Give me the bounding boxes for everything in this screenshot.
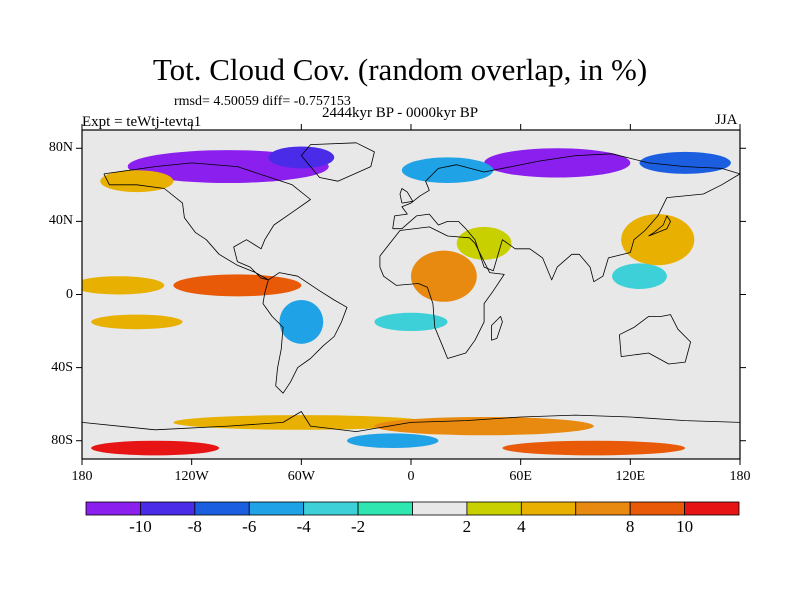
- field-patch: [502, 440, 686, 456]
- map-title: Tot. Cloud Cov. (random overlap, in %): [152, 52, 648, 87]
- colorbar-swatch: [629, 501, 685, 516]
- time-period-label: 2444kyr BP - 0000kyr BP: [322, 105, 479, 121]
- field-patch: [82, 276, 165, 295]
- coastline-africa: [379, 226, 505, 359]
- colorbar-swatch: [412, 501, 468, 516]
- coastlines: [82, 142, 740, 433]
- field-patches: [82, 146, 731, 456]
- colorbar-swatch: [140, 501, 196, 516]
- lon-tick-label: 0: [407, 469, 415, 484]
- field-patch: [91, 440, 220, 456]
- coastline-antarctica: [82, 411, 740, 433]
- lat-tick-label: 80S: [51, 432, 73, 448]
- map-background: [82, 130, 740, 459]
- colorbar-swatch: [248, 501, 305, 516]
- lon-tick-label: 60W: [287, 469, 315, 484]
- colorbar-label: -8: [187, 517, 202, 536]
- coastline-australia: [619, 314, 691, 365]
- map-plot-area: [82, 130, 740, 459]
- colorbar-swatch: [575, 501, 631, 516]
- colorbar-label: -2: [350, 517, 366, 536]
- axis-ticks: [76, 124, 746, 465]
- lon-tick-label: 180: [729, 469, 751, 484]
- field-patch: [612, 263, 667, 290]
- colorbar: [85, 501, 740, 516]
- field-patch: [411, 250, 477, 302]
- colorbar-label: 10: [676, 517, 694, 536]
- lon-tick-label: 60E: [509, 469, 532, 484]
- colorbar-label: 8: [625, 517, 635, 536]
- lat-tick-label: 40S: [51, 359, 73, 375]
- field-patch: [91, 314, 183, 330]
- colorbar-swatch: [466, 501, 522, 516]
- lat-tick-label: 80N: [48, 140, 73, 156]
- colorbar-swatch: [357, 501, 413, 516]
- coastline-eurasia: [392, 153, 740, 283]
- rmsd-diff-stats: rmsd= 4.50059 diff= -0.757153: [174, 94, 351, 109]
- lon-tick-label: 180: [71, 469, 93, 484]
- experiment-label: Expt = teWtj-tevta1: [82, 114, 202, 130]
- colorbar-swatch: [684, 501, 740, 516]
- field-patch: [621, 214, 695, 266]
- lat-tick-label: 0: [66, 286, 73, 302]
- lon-tick-label: 120E: [615, 469, 646, 484]
- colorbar-label: 2: [462, 517, 472, 536]
- field-patch: [401, 157, 494, 184]
- colorbar-swatch: [85, 501, 141, 516]
- field-patch: [268, 146, 335, 169]
- field-patch: [173, 274, 302, 297]
- field-patch: [374, 312, 448, 332]
- lon-tick-label: 120W: [174, 469, 209, 484]
- lat-tick-label: 40N: [48, 213, 73, 229]
- coastline-greenland: [300, 142, 375, 182]
- field-patch: [347, 433, 439, 449]
- colorbar-swatch: [194, 501, 250, 516]
- colorbar-swatch: [520, 501, 577, 516]
- field-patch: [639, 151, 731, 174]
- coastline-south-america: [262, 272, 348, 394]
- colorbar-label: -6: [242, 517, 257, 536]
- coastline-great-britain: [399, 188, 414, 204]
- season-label: JJA: [715, 112, 738, 128]
- field-patch: [100, 170, 174, 193]
- field-patch: [173, 415, 430, 430]
- coastline-north-america: [103, 162, 311, 281]
- field-patch: [456, 226, 512, 260]
- field-patch: [279, 299, 324, 344]
- field-patch: [484, 148, 631, 178]
- coastline-madagascar: [490, 315, 503, 341]
- coastline-japan: [648, 215, 671, 237]
- colorbar-label: -4: [296, 517, 311, 536]
- colorbar-swatch: [303, 501, 359, 516]
- colorbar-label: -10: [129, 517, 152, 536]
- colorbar-label: 4: [517, 517, 526, 536]
